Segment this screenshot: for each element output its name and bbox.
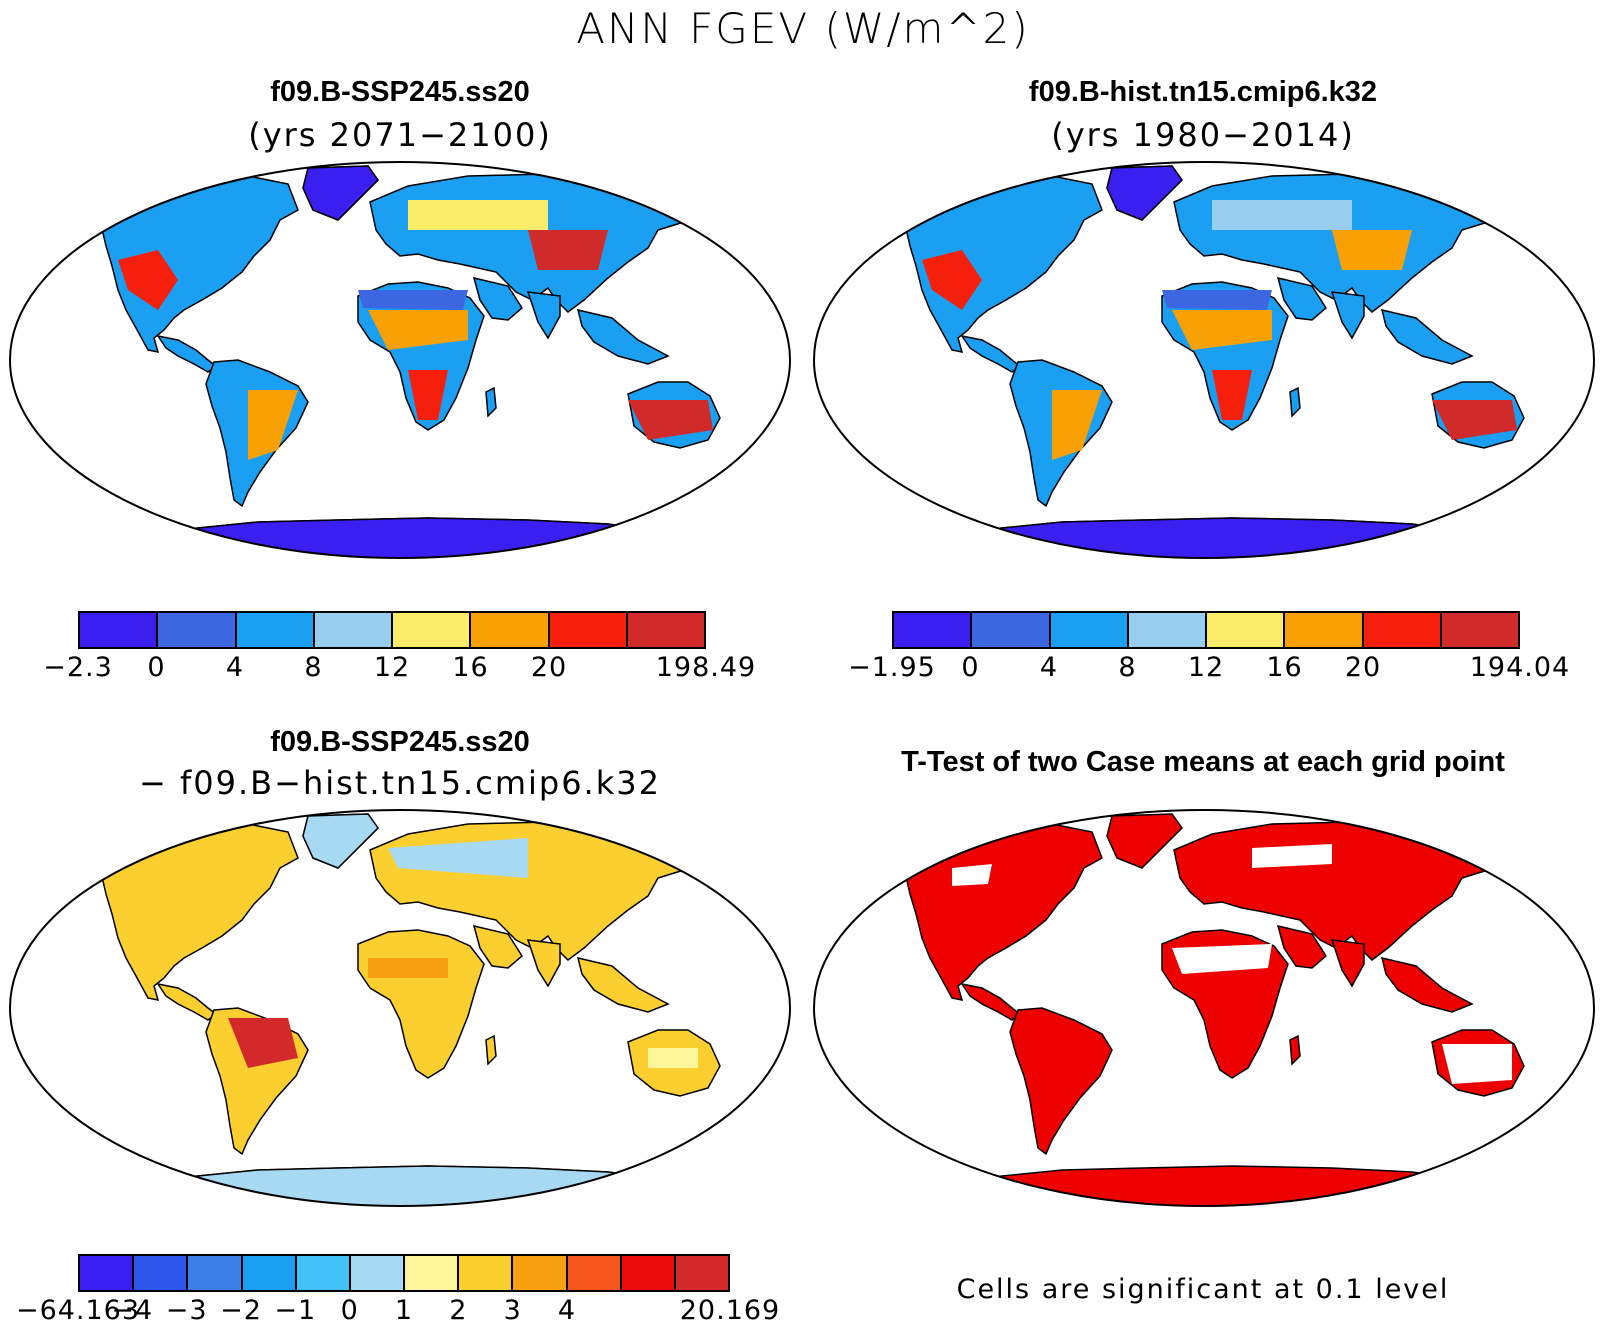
panel2-map (813, 161, 1595, 559)
panel3-colorbar-labels: −64.163 −4 −3 −2 −1 0 1 2 3 4 20.169 (16, 1293, 779, 1327)
colorbar-tick-label: 16 (452, 652, 489, 683)
colorbar-swatch (1363, 613, 1442, 647)
colorbar-tick-label: −1.95 (848, 652, 936, 683)
colorbar-swatch (459, 1256, 514, 1290)
colorbar-swatch (627, 613, 704, 647)
panel2-colorbar (892, 611, 1520, 649)
colorbar-swatch (972, 613, 1051, 647)
panel3-land (99, 813, 721, 1206)
colorbar-tick-label: 3 (503, 1295, 522, 1326)
colorbar-tick-label: 12 (1187, 652, 1225, 683)
colorbar-tick-label: 0 (147, 652, 166, 683)
colorbar-swatch (549, 613, 628, 647)
colorbar-swatch (1207, 613, 1286, 647)
panel1-title: f09.B-SSP245.ss20 (270, 76, 530, 108)
panel4-footnote: Cells are significant at 0.1 level (956, 1274, 1450, 1305)
panel1-colorbar (78, 611, 706, 649)
colorbar-swatch (513, 1256, 568, 1290)
colorbar-tick-label: 8 (1118, 652, 1137, 683)
colorbar-tick-label: 16 (1266, 652, 1303, 683)
colorbar-swatch (675, 1256, 729, 1290)
colorbar-tick-label: 12 (373, 652, 411, 683)
panel2-subtitle: (yrs 1980−2014) (1051, 116, 1355, 154)
colorbar-tick-label: 8 (304, 652, 323, 683)
panel1-colorbar-labels: −2.3 0 4 8 12 16 20 198.49 (43, 650, 755, 684)
colorbar-swatch (134, 1256, 189, 1290)
panel3-colorbar (78, 1254, 730, 1292)
colorbar-tick-label: 20 (1344, 652, 1382, 683)
panel4-land (903, 813, 1525, 1206)
colorbar-swatch (80, 613, 159, 647)
panel3-title: f09.B-SSP245.ss20 (270, 726, 530, 758)
colorbar-tick-label: 20 (530, 652, 568, 683)
colorbar-swatch (393, 613, 472, 647)
colorbar-tick-label: −64.163 (15, 1295, 141, 1326)
panel1-land (99, 165, 721, 558)
colorbar-swatch (894, 613, 973, 647)
colorbar-swatch (1050, 613, 1129, 647)
colorbar-tick-label: 0 (961, 652, 980, 683)
colorbar-swatch (567, 1256, 622, 1290)
colorbar-swatch (471, 613, 550, 647)
colorbar-swatch (158, 613, 237, 647)
colorbar-swatch (1285, 613, 1364, 647)
colorbar-tick-label: 0 (340, 1295, 359, 1326)
colorbar-swatch (236, 613, 315, 647)
colorbar-swatch (80, 1256, 135, 1290)
panel4-map (813, 809, 1595, 1207)
colorbar-swatch (242, 1256, 297, 1290)
colorbar-tick-label: 2 (449, 1295, 468, 1326)
panel3-subtitle: − f09.B−hist.tn15.cmip6.k32 (139, 764, 661, 802)
colorbar-tick-label: 198.49 (655, 652, 757, 683)
panel2-land (903, 165, 1525, 558)
panel2-colorbar-labels: −1.95 0 4 8 12 16 20 194.04 (848, 650, 1569, 684)
panel4-title: T-Test of two Case means at each grid po… (901, 746, 1505, 778)
colorbar-tick-label: −4 (111, 1295, 154, 1326)
colorbar-swatch (188, 1256, 243, 1290)
figure-title: ANN FGEV (W/m^2) (576, 4, 1030, 53)
colorbar-swatch (314, 613, 393, 647)
colorbar-swatch (1441, 613, 1518, 647)
panel1-subtitle: (yrs 2071−2100) (248, 116, 552, 154)
panel3-map (9, 809, 791, 1207)
colorbar-tick-label: −1 (274, 1295, 317, 1326)
colorbar-tick-label: 4 (1039, 652, 1059, 683)
colorbar-tick-label: 194.04 (1469, 652, 1571, 683)
colorbar-tick-label: 4 (225, 652, 245, 683)
colorbar-tick-label: −3 (165, 1295, 208, 1326)
colorbar-tick-label: 20.169 (679, 1295, 781, 1326)
colorbar-tick-label: −2.3 (43, 652, 113, 683)
colorbar-tick-label: −2 (220, 1295, 262, 1326)
panel1-map (9, 161, 791, 559)
colorbar-swatch (621, 1256, 676, 1290)
colorbar-swatch (405, 1256, 460, 1290)
colorbar-tick-label: 4 (557, 1295, 577, 1326)
colorbar-swatch (350, 1256, 406, 1290)
colorbar-swatch (296, 1256, 351, 1290)
colorbar-tick-label: 1 (394, 1295, 414, 1326)
colorbar-swatch (1128, 613, 1207, 647)
panel2-title: f09.B-hist.tn15.cmip6.k32 (1028, 76, 1378, 108)
